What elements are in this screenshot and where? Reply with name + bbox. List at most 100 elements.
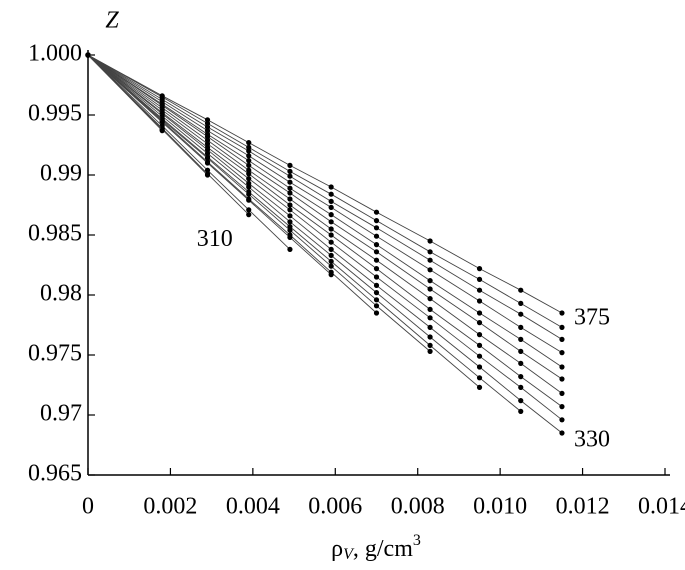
data-point [476, 266, 483, 272]
data-point [287, 219, 293, 225]
data-point [246, 180, 252, 186]
data-point [373, 209, 380, 215]
data-point [287, 213, 293, 219]
data-point [427, 238, 433, 244]
data-point [373, 266, 380, 272]
data-point [246, 212, 252, 218]
data-point [373, 310, 380, 316]
data-point [427, 286, 433, 292]
series-line [87, 54, 563, 380]
data-point [476, 384, 483, 390]
data-point [204, 147, 211, 153]
y-tick-label: 1.000 [28, 41, 82, 67]
data-point [476, 375, 483, 381]
data-point [427, 342, 433, 348]
data-point [159, 119, 165, 125]
series-line [87, 54, 563, 353]
series-line [87, 54, 563, 421]
data-point [287, 234, 293, 240]
data-point [373, 257, 380, 263]
data-point [246, 176, 252, 182]
data-point [328, 226, 334, 232]
y-tick-label: 0.985 [28, 221, 82, 247]
data-point [287, 196, 293, 202]
data-point [476, 320, 483, 326]
series-line [87, 54, 163, 131]
data-point [373, 249, 380, 255]
data-point [373, 282, 380, 288]
data-point [287, 227, 293, 233]
data-point [518, 300, 524, 306]
data-point [373, 218, 380, 224]
data-point [246, 162, 252, 168]
data-point [476, 287, 483, 293]
data-point [204, 128, 211, 134]
data-point [246, 167, 252, 173]
data-point [559, 417, 565, 423]
y-tick-label: 0.97 [40, 401, 82, 427]
data-point [427, 315, 433, 321]
series-line [87, 54, 332, 275]
data-point [559, 336, 565, 342]
data-point [85, 52, 91, 58]
data-point [328, 204, 334, 210]
series-line [87, 54, 563, 314]
data-point [246, 207, 252, 213]
data-point [328, 191, 334, 197]
x-tick-label: 0.004 [226, 494, 280, 520]
data-point [427, 257, 433, 263]
data-point [518, 324, 524, 330]
data-point [287, 168, 293, 174]
x-axis-superscript: 3 [413, 532, 421, 549]
x-axis-symbol: ρ [331, 536, 343, 562]
data-point [476, 298, 483, 304]
data-point [559, 350, 565, 356]
data-point [518, 384, 524, 390]
x-tick-label: 0.010 [473, 494, 527, 520]
data-point [204, 137, 211, 143]
y-tick-label: 0.995 [28, 101, 82, 127]
data-point [518, 398, 524, 404]
data-point [373, 303, 380, 309]
x-tick-label: 0 [82, 494, 94, 520]
data-point [427, 334, 433, 340]
data-point [246, 184, 252, 190]
data-point [518, 360, 524, 366]
data-point [287, 207, 293, 213]
data-point [427, 249, 433, 255]
series-line [87, 54, 563, 340]
data-point [328, 272, 334, 278]
data-point [559, 404, 565, 410]
data-point [204, 150, 211, 156]
data-point [328, 198, 334, 204]
y-axis-label: Z [105, 8, 119, 34]
data-point [287, 246, 293, 252]
y-tick-label: 0.98 [40, 281, 82, 307]
data-point [287, 224, 293, 230]
data-point [328, 232, 334, 238]
annotation: 310 [197, 226, 233, 252]
data-point [476, 342, 483, 348]
data-point [518, 408, 524, 414]
data-point [287, 162, 293, 168]
data-point [287, 202, 293, 208]
data-point [373, 225, 380, 231]
x-tick-label: 0.012 [556, 494, 610, 520]
data-point [328, 212, 334, 218]
series-line [87, 54, 480, 388]
x-tick-label: 0.002 [143, 494, 197, 520]
data-point [559, 390, 565, 396]
x-tick-label: 0.008 [391, 494, 445, 520]
annotation: 330 [574, 427, 610, 453]
data-point [373, 297, 380, 303]
data-point [204, 117, 211, 123]
series-line [87, 54, 563, 394]
data-point [518, 311, 524, 317]
series-line [87, 54, 291, 250]
series-line [87, 54, 563, 328]
data-point [373, 233, 380, 239]
data-point [518, 336, 524, 342]
data-point [204, 155, 211, 161]
data-point [427, 348, 433, 354]
